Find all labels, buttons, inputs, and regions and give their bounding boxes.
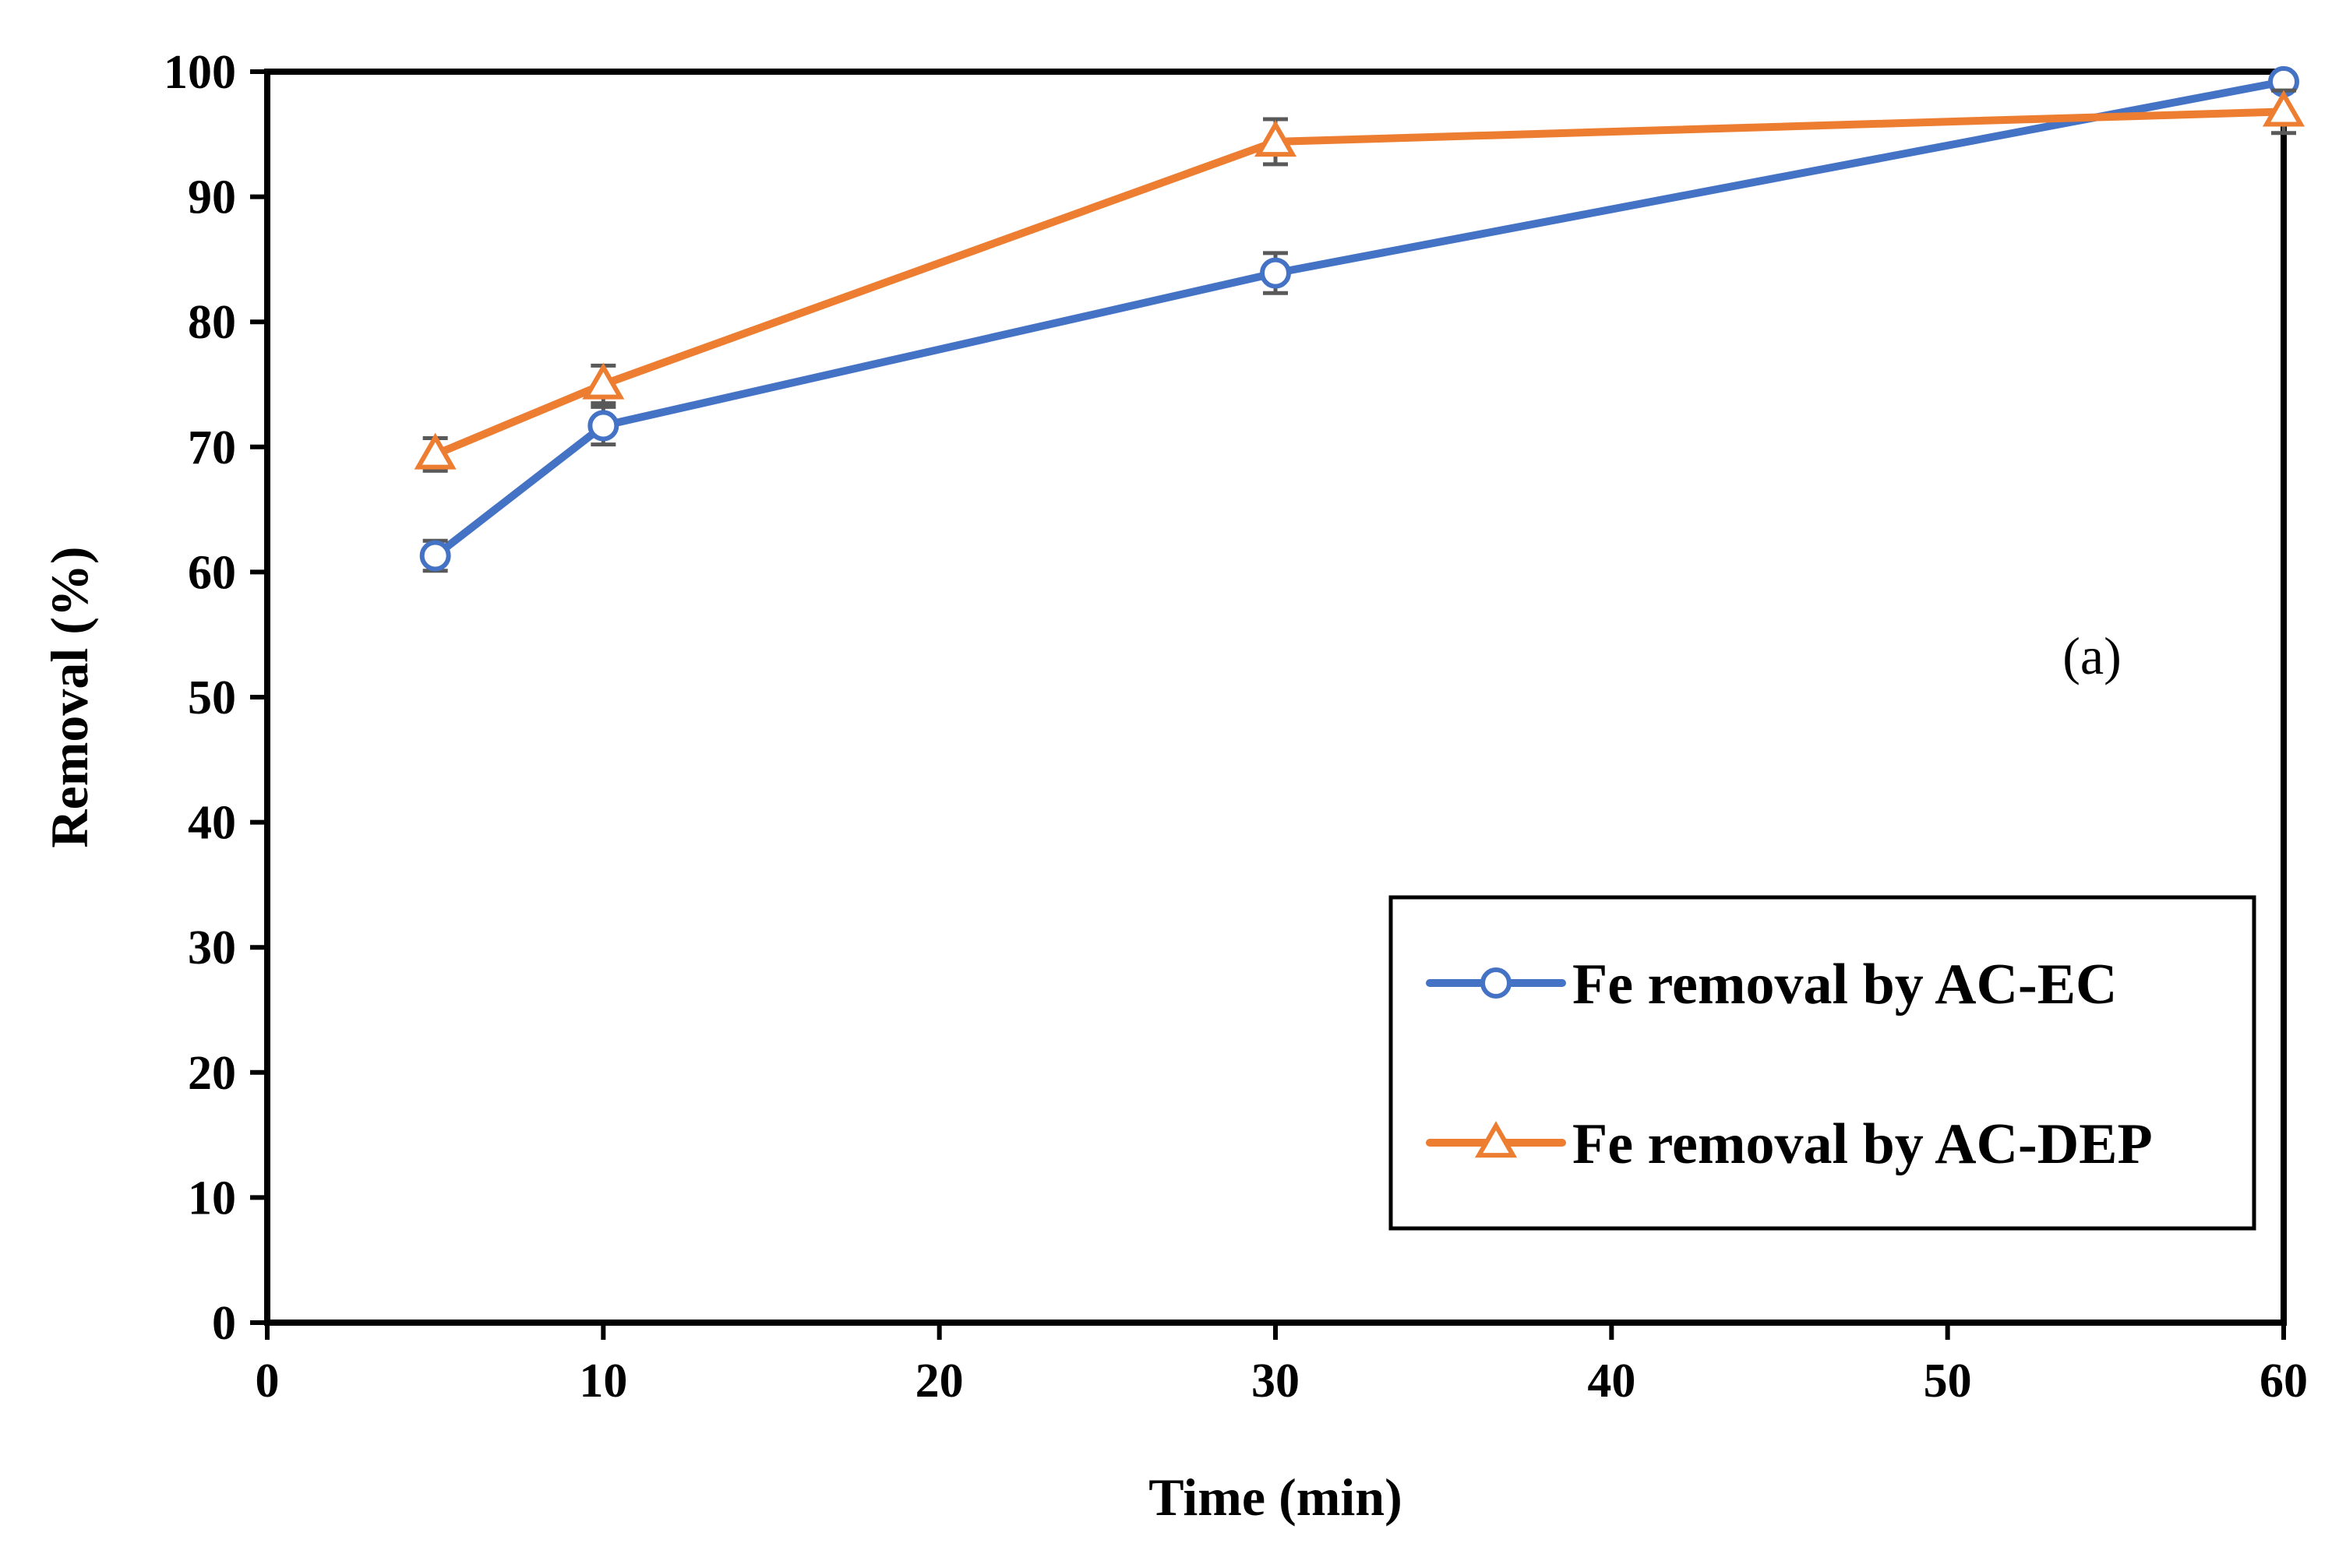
legend: Fe removal by AC-EC Fe removal by AC-DEP [1388,895,2256,1231]
legend-entry-1: Fe removal by AC-EC [1426,953,2118,1017]
legend-box [1388,895,2256,1231]
data-point [582,362,625,400]
y-tick-label: 70 [188,421,236,474]
series-1 [419,65,2299,573]
series-2 [414,88,2305,473]
y-tick-label: 40 [188,797,236,850]
series-layer [414,65,2305,573]
legend-label: Fe removal by AC-EC [1572,953,2118,1017]
axes: 0 10 20 30 40 50 60 70 80 90 100 0 10 20 30 40 50 60 Time … [40,46,2308,1527]
y-tick-label: 100 [164,46,236,99]
x-axis-title: Time (min) [1148,1468,1402,1527]
series-line [431,77,2288,560]
y-tick-label: 10 [188,1172,236,1224]
x-tick-label: 0 [256,1355,280,1408]
x-tick-label: 60 [2260,1355,2308,1408]
legend-label: Fe removal by AC-DEP [1572,1112,2153,1176]
y-tick-label: 50 [188,671,236,724]
y-tick-label: 0 [212,1297,236,1350]
x-tick-label: 30 [1251,1355,1300,1408]
legend-entry-2: Fe removal by AC-DEP [1426,1112,2153,1176]
y-tick-label: 90 [188,171,236,224]
data-point [587,410,619,442]
series-line [431,107,2288,459]
legend-swatch-marker [1474,1121,1518,1158]
y-tick-label: 20 [188,1047,236,1100]
data-point [1260,257,1291,289]
x-tick-label: 40 [1587,1355,1635,1408]
data-point [2262,90,2305,127]
legend-swatch-marker [1480,967,1512,999]
x-tick-label: 50 [1924,1355,1972,1408]
y-axis-title: Removal (%) [40,546,99,847]
data-point [419,540,451,572]
y-tick-label: 30 [188,921,236,974]
data-point [414,432,457,470]
x-tick-label: 20 [915,1355,964,1408]
data-point [1254,120,1297,157]
panel-annotation: (a) [2062,626,2121,685]
x-tick-label: 10 [579,1355,627,1408]
y-tick-label: 60 [188,546,236,599]
y-tick-label: 80 [188,296,236,349]
